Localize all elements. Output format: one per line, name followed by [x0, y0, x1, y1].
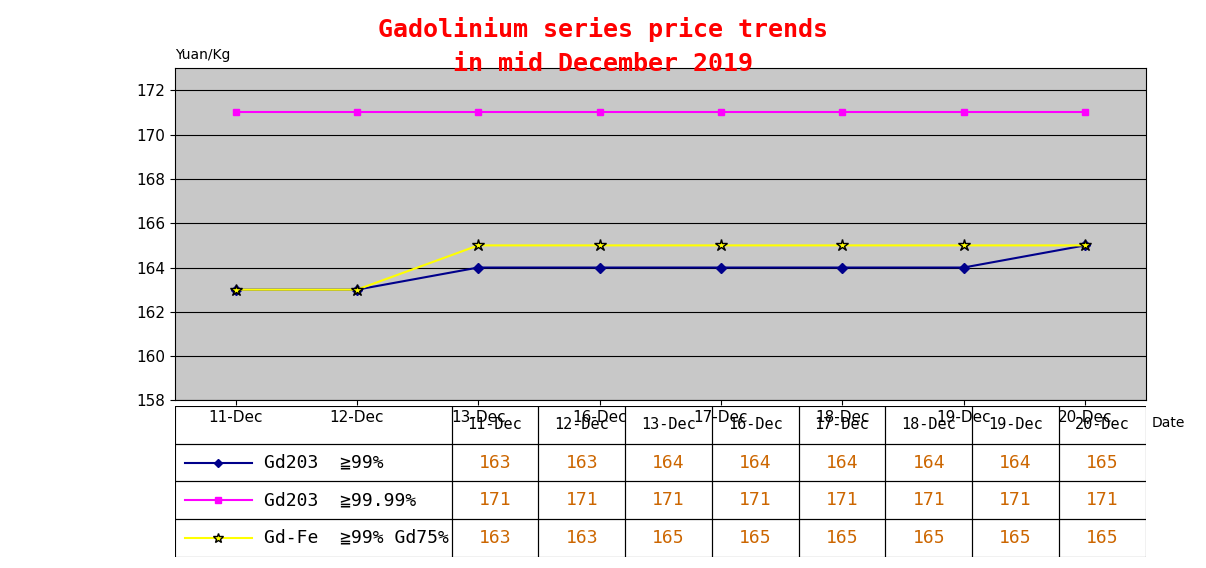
- Text: 163: 163: [566, 529, 598, 547]
- Text: Gd203  ≧99.99%: Gd203 ≧99.99%: [264, 491, 416, 509]
- Text: 165: 165: [1000, 529, 1032, 547]
- Text: 164: 164: [1000, 454, 1032, 471]
- Text: 171: 171: [652, 491, 685, 509]
- Text: Date: Date: [1152, 416, 1185, 430]
- Text: 165: 165: [913, 529, 946, 547]
- Text: 165: 165: [652, 529, 685, 547]
- Text: 163: 163: [479, 454, 511, 471]
- Text: 165: 165: [826, 529, 859, 547]
- Text: 171: 171: [739, 491, 772, 509]
- Text: 171: 171: [479, 491, 511, 509]
- Text: 163: 163: [479, 529, 511, 547]
- Text: 171: 171: [1000, 491, 1032, 509]
- Text: 165: 165: [739, 529, 772, 547]
- Text: 165: 165: [1087, 529, 1119, 547]
- Text: 17-Dec: 17-Dec: [814, 417, 870, 432]
- Text: 18-Dec: 18-Dec: [901, 417, 956, 432]
- Text: Gd-Fe  ≧99% Gd75%: Gd-Fe ≧99% Gd75%: [264, 529, 449, 547]
- Text: 11-Dec: 11-Dec: [468, 417, 522, 432]
- Text: 164: 164: [739, 454, 772, 471]
- Text: 163: 163: [566, 454, 598, 471]
- Text: Gd203  ≧99%: Gd203 ≧99%: [264, 454, 384, 471]
- Text: 171: 171: [1087, 491, 1119, 509]
- Text: 164: 164: [826, 454, 859, 471]
- Text: 165: 165: [1087, 454, 1119, 471]
- Text: Gadolinium series price trends
in mid December 2019: Gadolinium series price trends in mid De…: [377, 17, 829, 76]
- Text: Yuan/Kg: Yuan/Kg: [175, 48, 230, 61]
- Text: 171: 171: [913, 491, 946, 509]
- Text: 171: 171: [566, 491, 598, 509]
- Text: 20-Dec: 20-Dec: [1075, 417, 1130, 432]
- Text: 164: 164: [913, 454, 946, 471]
- Text: 19-Dec: 19-Dec: [988, 417, 1043, 432]
- Text: 164: 164: [652, 454, 685, 471]
- Text: 171: 171: [826, 491, 859, 509]
- Text: 16-Dec: 16-Dec: [728, 417, 783, 432]
- Text: 13-Dec: 13-Dec: [642, 417, 696, 432]
- Text: 12-Dec: 12-Dec: [555, 417, 609, 432]
